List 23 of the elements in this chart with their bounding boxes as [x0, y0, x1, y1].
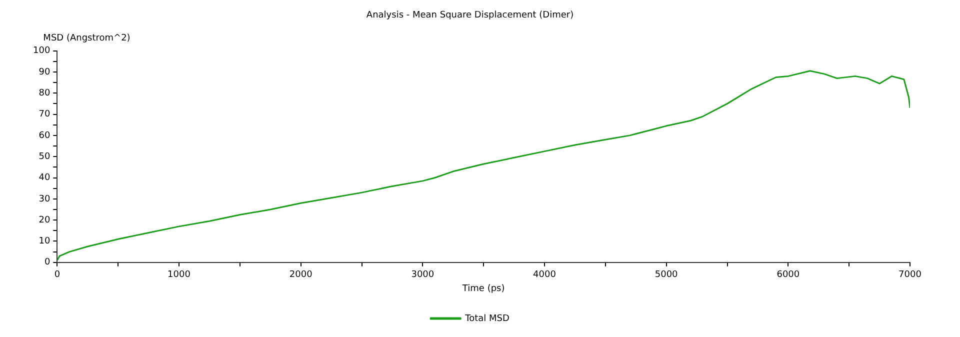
y-tick-label: 70 [38, 110, 50, 120]
y-tick-label: 10 [38, 236, 50, 247]
y-tick-label: 20 [38, 215, 50, 226]
y-tick-label: 90 [38, 67, 50, 78]
y-tick-label: 0 [44, 258, 50, 268]
x-tick-label: 0 [54, 270, 60, 280]
x-tick-label: 3000 [411, 270, 434, 280]
y-tick-label: 40 [38, 173, 50, 184]
x-tick-label: 5000 [654, 270, 678, 280]
x-tick-label: 1000 [168, 270, 191, 280]
x-tick-label: 4000 [533, 270, 556, 280]
y-axis-title: MSD (Angstrom^2) [43, 34, 130, 44]
y-tick-label: 100 [32, 46, 50, 56]
y-tick-label: 50 [38, 152, 50, 162]
x-axis-title: Time (ps) [461, 284, 505, 294]
x-tick-label: 6000 [776, 270, 800, 280]
y-tick-label: 80 [38, 88, 50, 98]
x-tick-label: 7000 [898, 270, 922, 280]
y-tick-label: 30 [38, 194, 50, 204]
x-tick-label: 2000 [289, 270, 313, 280]
legend-label: Total MSD [464, 314, 510, 324]
chart-title: Analysis - Mean Square Displacement (Dimer) [366, 10, 574, 21]
y-tick-label: 60 [38, 130, 50, 141]
